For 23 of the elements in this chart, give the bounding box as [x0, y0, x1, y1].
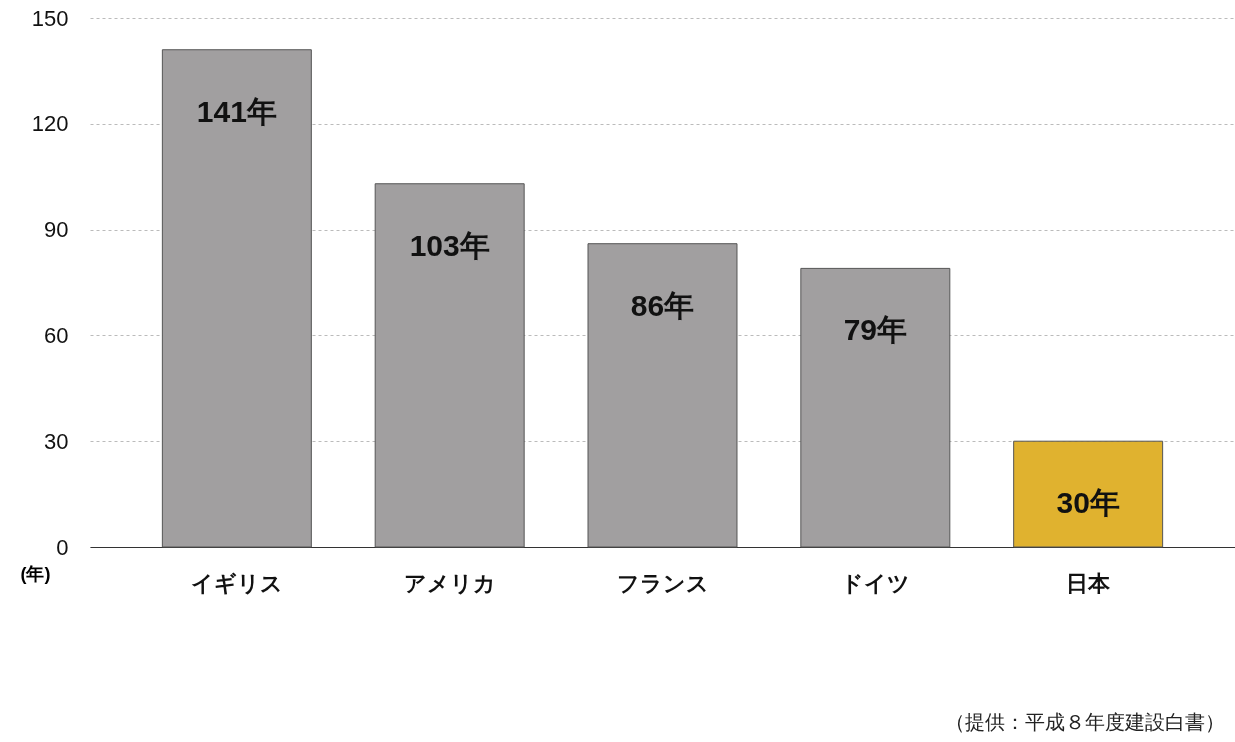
- data-label: 86年: [630, 288, 695, 322]
- bar: [1013, 440, 1164, 548]
- data-label: 141年: [196, 94, 277, 128]
- data-label: 79年: [843, 313, 908, 347]
- y-tick-label: 60: [44, 322, 69, 348]
- text: （提供：平成８年度建設白書）: [945, 711, 1225, 733]
- y-tick-label: 90: [44, 217, 69, 243]
- x-tick-label: 日本: [1066, 570, 1112, 596]
- bar: [800, 267, 951, 548]
- y-tick-label: 150: [31, 5, 69, 31]
- x-tick-label: イギリス: [190, 570, 283, 596]
- data-label: 103年: [409, 228, 490, 262]
- data-label: 30年: [1056, 486, 1120, 520]
- y-tick-label: 30: [44, 428, 69, 454]
- bar: [161, 49, 312, 548]
- y-tick-label: 0: [56, 534, 69, 560]
- bar: [374, 183, 525, 548]
- x-tick-label: フランス: [616, 570, 709, 596]
- x-tick-label: ドイツ: [840, 570, 910, 596]
- y-axis-title: (年): [20, 563, 51, 584]
- y-tick-label: 120: [31, 111, 69, 137]
- x-tick-label: アメリカ: [403, 570, 496, 596]
- bar: [587, 243, 738, 548]
